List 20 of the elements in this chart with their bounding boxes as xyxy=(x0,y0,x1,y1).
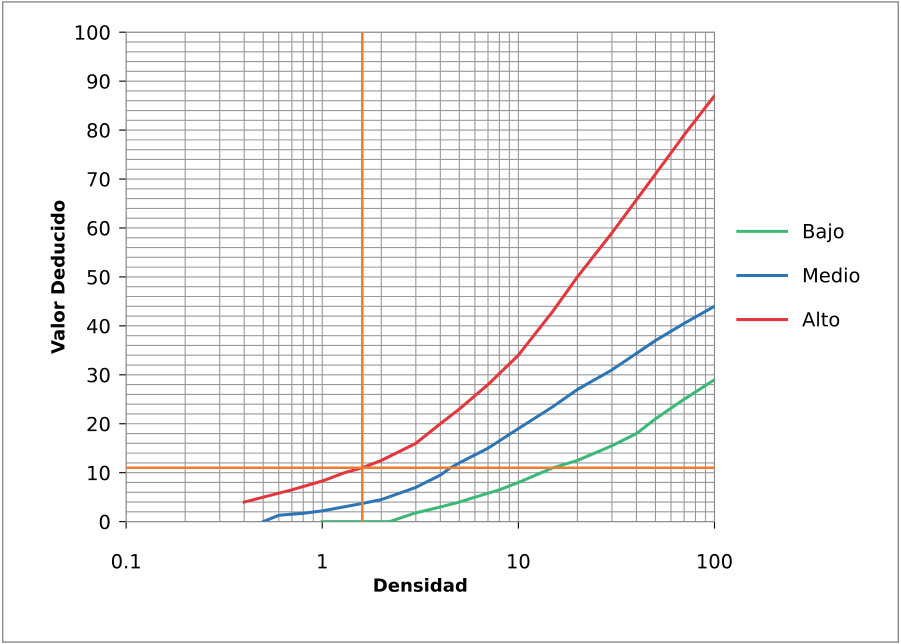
y-tick-label: 20 xyxy=(88,416,110,432)
legend-label: Medio xyxy=(804,268,860,283)
x-tick-label: 100 xyxy=(698,554,732,569)
y-tick-label: 30 xyxy=(88,368,110,382)
x-tick-label: 0.1 xyxy=(112,554,140,569)
legend-label: Alto xyxy=(802,312,840,327)
y-tick-label: 0 xyxy=(100,514,110,530)
x-tick-label: 10 xyxy=(508,554,530,569)
legend-label: Bajo xyxy=(804,223,844,242)
y-tick-label: 90 xyxy=(87,74,110,89)
y-tick-label: 40 xyxy=(87,318,110,334)
y-tick-label: 60 xyxy=(87,220,110,236)
y-tick-label: 100 xyxy=(76,25,110,40)
y-tick-label: 70 xyxy=(88,172,110,187)
y-tick-label: 10 xyxy=(88,466,110,480)
x-axis-title: Densidad xyxy=(374,578,466,592)
y-tick-label: 50 xyxy=(88,270,110,285)
y-axis-title: Valor Deducido xyxy=(50,200,65,354)
x-tick-label: 1 xyxy=(318,554,327,568)
y-tick-label: 80 xyxy=(87,123,110,138)
